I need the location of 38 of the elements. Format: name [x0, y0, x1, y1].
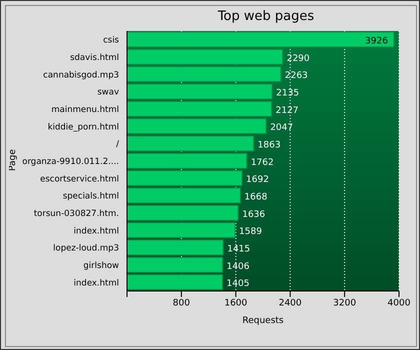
x-axis-title: Requests — [242, 316, 284, 326]
x-tick-label: 800 — [172, 298, 190, 308]
data-label: 1406 — [226, 262, 250, 272]
data-label: 1762 — [250, 158, 274, 168]
y-tick-label: sdavis.html — [70, 53, 119, 64]
chart-title: Top web pages — [216, 9, 316, 24]
y-tick-label: lopez-loud.mp3 — [53, 244, 119, 254]
y-tick-label: kiddie_porn.html — [48, 122, 119, 132]
data-label: 1636 — [242, 210, 266, 220]
y-tick-label: swav — [97, 88, 119, 98]
data-label: 1405 — [226, 279, 250, 290]
data-label: 1692 — [246, 175, 269, 186]
y-tick-label: specials.html — [62, 192, 119, 202]
y-tick-label: mainmenu.html — [51, 105, 119, 116]
y-tick-label: index.html — [74, 278, 119, 288]
x-tick-label: 4000 — [388, 298, 411, 308]
data-label: 3926 — [365, 36, 388, 46]
x-tick-label: 2400 — [278, 298, 302, 308]
y-tick-label: organza-9910.011.2.... — [22, 157, 119, 168]
x-tick-label: 1600 — [224, 298, 248, 308]
y-tick-label: / — [116, 140, 120, 150]
data-label: 2047 — [270, 123, 294, 134]
y-axis-title: Page — [8, 148, 18, 171]
y-tick-label: girlshow — [83, 261, 120, 272]
data-label: 1415 — [227, 244, 250, 254]
data-label: 1668 — [244, 192, 268, 202]
y-tick-label: cannabisgod.mp3 — [43, 70, 119, 80]
y-tick-label: torsun-030827.htm. — [34, 209, 119, 220]
data-label: 2290 — [286, 54, 310, 64]
data-label: 2263 — [284, 71, 308, 82]
data-label: 1589 — [239, 227, 262, 238]
x-tick-label: 3200 — [333, 298, 356, 308]
data-label: 2127 — [276, 106, 299, 116]
y-tick-label: csis — [103, 36, 120, 46]
data-label: 1863 — [258, 140, 281, 150]
data-label: 2135 — [276, 88, 300, 98]
y-tick-label: escortservice.html — [40, 174, 119, 184]
y-tick-label: index.html — [74, 226, 119, 236]
